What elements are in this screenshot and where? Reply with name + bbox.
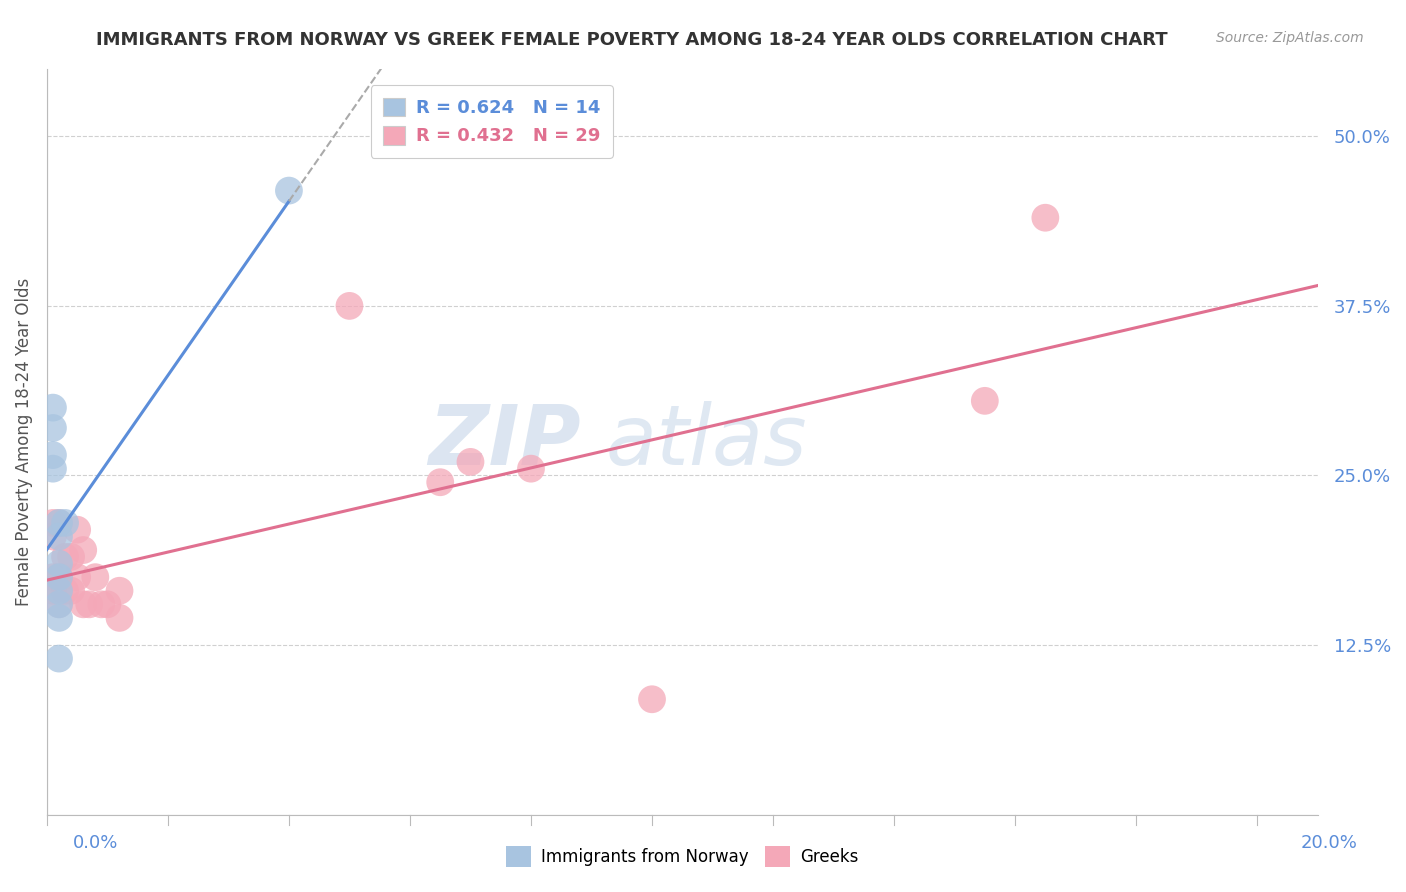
Point bbox=[48, 570, 70, 584]
Point bbox=[60, 583, 83, 598]
Point bbox=[42, 529, 65, 543]
Point bbox=[90, 597, 112, 611]
Point bbox=[96, 597, 118, 611]
Point bbox=[60, 549, 83, 564]
Text: ZIP: ZIP bbox=[427, 401, 581, 482]
Point bbox=[48, 557, 70, 571]
Point bbox=[42, 583, 65, 598]
Point bbox=[66, 570, 89, 584]
Point bbox=[429, 475, 451, 490]
Point bbox=[48, 516, 70, 530]
Point bbox=[278, 184, 301, 198]
Point bbox=[77, 597, 100, 611]
Text: atlas: atlas bbox=[606, 401, 807, 482]
Point bbox=[66, 523, 89, 537]
Point bbox=[973, 393, 995, 408]
Point bbox=[48, 583, 70, 598]
Point bbox=[42, 516, 65, 530]
Point bbox=[48, 583, 70, 598]
Point bbox=[42, 570, 65, 584]
Point bbox=[42, 461, 65, 475]
Point bbox=[108, 611, 131, 625]
Point bbox=[53, 583, 76, 598]
Point bbox=[48, 651, 70, 665]
Point bbox=[72, 597, 94, 611]
Text: 20.0%: 20.0% bbox=[1301, 834, 1357, 852]
Point bbox=[460, 455, 482, 469]
Point bbox=[48, 611, 70, 625]
Text: Source: ZipAtlas.com: Source: ZipAtlas.com bbox=[1216, 31, 1364, 45]
Point bbox=[53, 549, 76, 564]
Point bbox=[84, 570, 107, 584]
Point bbox=[108, 583, 131, 598]
Point bbox=[1033, 211, 1056, 225]
Text: 0.0%: 0.0% bbox=[73, 834, 118, 852]
Point bbox=[48, 529, 70, 543]
Point bbox=[641, 692, 664, 706]
Legend: R = 0.624   N = 14, R = 0.432   N = 29: R = 0.624 N = 14, R = 0.432 N = 29 bbox=[371, 85, 613, 158]
Point bbox=[339, 299, 361, 313]
Point bbox=[42, 401, 65, 415]
Point bbox=[53, 516, 76, 530]
Point bbox=[48, 516, 70, 530]
Point bbox=[48, 570, 70, 584]
Point bbox=[42, 448, 65, 462]
Y-axis label: Female Poverty Among 18-24 Year Olds: Female Poverty Among 18-24 Year Olds bbox=[15, 277, 32, 606]
Point bbox=[42, 421, 65, 435]
Point bbox=[72, 543, 94, 558]
Text: IMMIGRANTS FROM NORWAY VS GREEK FEMALE POVERTY AMONG 18-24 YEAR OLDS CORRELATION: IMMIGRANTS FROM NORWAY VS GREEK FEMALE P… bbox=[96, 31, 1167, 49]
Point bbox=[48, 597, 70, 611]
Point bbox=[520, 461, 543, 475]
Point bbox=[48, 597, 70, 611]
